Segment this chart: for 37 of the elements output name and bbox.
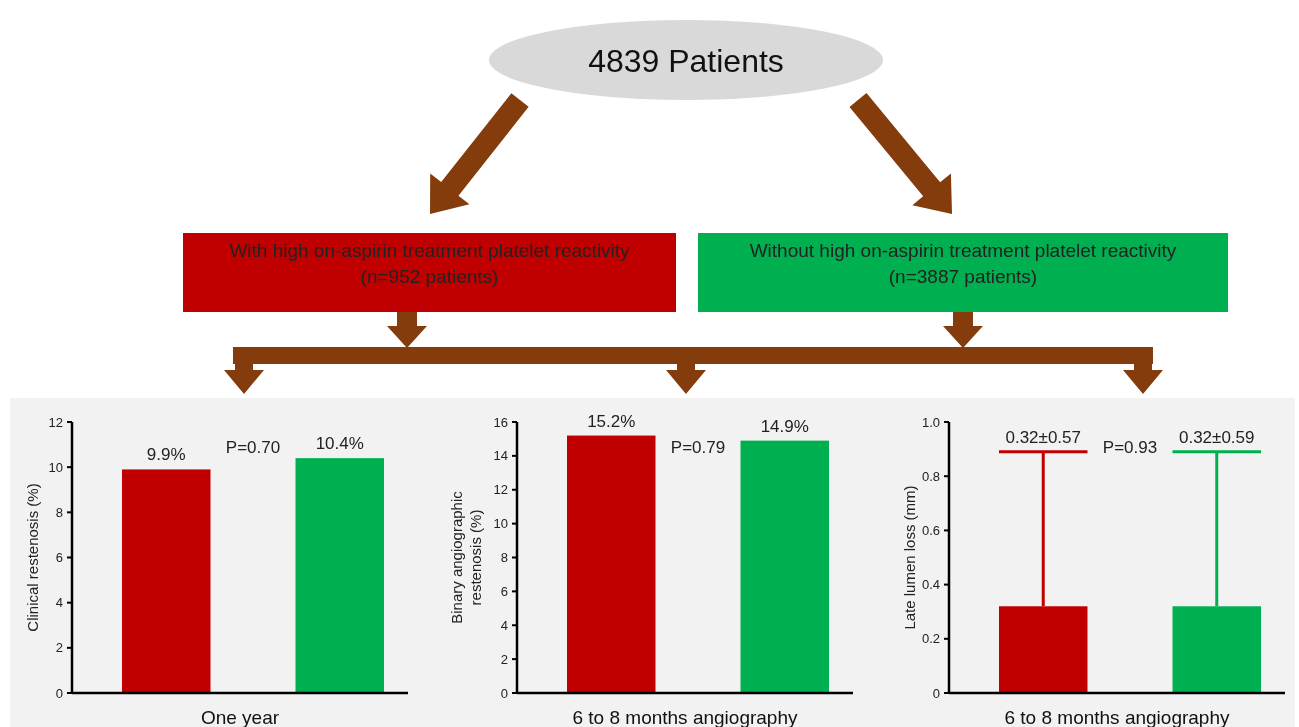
y-tick-label: 14 xyxy=(493,448,508,464)
annotation: P=0.79 xyxy=(670,438,726,457)
y-axis-title: Clinical restenosis (%) xyxy=(24,483,41,632)
y-tick-label: 0.4 xyxy=(921,577,940,593)
y-tick-label: 12 xyxy=(48,414,63,430)
data-label: 15.2% xyxy=(587,411,636,431)
y-tick-label: 8 xyxy=(500,550,508,566)
y-tick-label: 4 xyxy=(500,617,508,633)
y-tick-label: 0.6 xyxy=(921,522,940,538)
text: 4839 Patients xyxy=(588,43,784,79)
y-axis-title: Binary angiographic restenosis (%) xyxy=(447,490,484,624)
y-tick-label: 2 xyxy=(500,651,508,667)
y-tick-label: 10 xyxy=(493,516,508,532)
y-tick-label: 12 xyxy=(493,482,508,498)
y-tick-label: 0.8 xyxy=(921,468,940,484)
y-tick-label: 10 xyxy=(48,459,63,475)
text: With high on-aspirin treatment platelet reactivity (n=952 patients) xyxy=(229,240,631,287)
y-tick-label: 6 xyxy=(55,550,63,566)
annotation: P=0.70 xyxy=(225,438,281,457)
y-tick-label: 16 xyxy=(493,414,508,430)
y-tick-label: 2 xyxy=(55,640,63,656)
annotation: 0.32±0.57 xyxy=(1005,427,1081,447)
y-tick-label: 6 xyxy=(500,583,508,599)
annotation: P=0.93 xyxy=(1102,438,1158,457)
y-tick-label: 0.2 xyxy=(921,631,940,647)
y-tick-label: 0 xyxy=(500,685,508,701)
data-label: 9.9% xyxy=(146,445,186,465)
y-tick-label: 0 xyxy=(932,685,940,701)
y-axis-title: Late lumen loss (mm) xyxy=(901,485,918,630)
text: Without high on-aspirin treatment platelet reactivity (n=3887 patients) xyxy=(749,240,1177,287)
y-tick-label: 4 xyxy=(55,595,63,611)
y-tick-label: 0 xyxy=(55,685,63,701)
y-tick-label: 1.0 xyxy=(921,414,940,430)
data-label: 10.4% xyxy=(315,434,364,454)
data-label: 14.9% xyxy=(760,416,809,436)
y-tick-label: 8 xyxy=(55,504,63,520)
annotation: 0.32±0.59 xyxy=(1179,427,1255,447)
